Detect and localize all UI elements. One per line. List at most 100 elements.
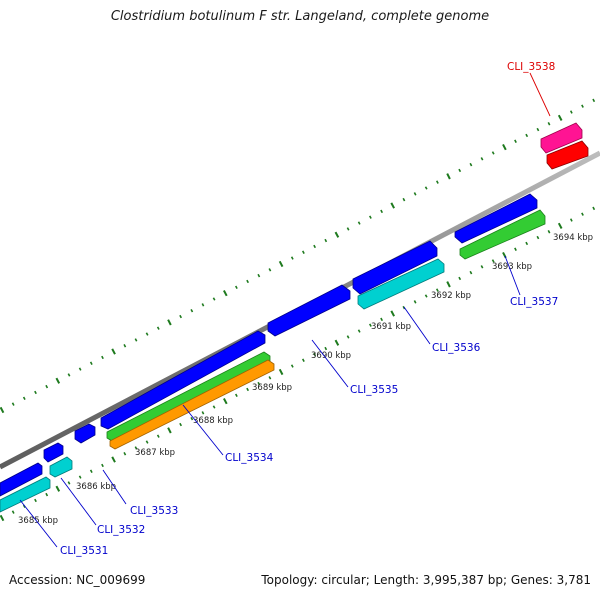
tick-mark <box>446 281 451 288</box>
tick-mark <box>301 358 305 362</box>
gene-label-cli-3535[interactable]: CLI_3535 <box>350 384 398 396</box>
tick-mark <box>268 268 272 272</box>
tick-mark <box>525 133 529 138</box>
gene-arrow[interactable] <box>100 330 266 430</box>
tick-mark <box>368 215 372 219</box>
tick-mark <box>424 186 428 190</box>
upper-strand-genes <box>0 122 583 497</box>
gene-arrow[interactable] <box>0 462 43 497</box>
gene-arrow-pink[interactable] <box>540 122 583 154</box>
tick-mark <box>592 206 596 211</box>
gene-arrow-cyan[interactable] <box>357 258 445 310</box>
tick-mark <box>257 381 261 386</box>
tick-mark <box>480 265 484 269</box>
tick-mark <box>22 396 26 400</box>
kbp-label: 3689 kbp <box>252 383 292 393</box>
tick-mark <box>234 285 238 289</box>
gene-arrow-green[interactable] <box>459 209 546 260</box>
tick-mark <box>324 238 328 243</box>
tick-mark <box>480 157 484 161</box>
leader-line <box>311 339 349 388</box>
gene-label-cli-3536[interactable]: CLI_3536 <box>432 342 481 354</box>
gene-arrow[interactable] <box>352 240 438 295</box>
tick-marks <box>0 98 596 522</box>
gene-label-cli-3538[interactable]: CLI_3538 <box>507 61 555 73</box>
tick-mark <box>413 192 417 196</box>
tick-mark <box>78 475 82 479</box>
map-title: Clostridium botulinum F str. Langeland, … <box>110 9 490 24</box>
gene-label-cli-3532[interactable]: CLI_3532 <box>97 524 145 536</box>
tick-mark <box>514 139 517 143</box>
leader-line <box>102 469 127 505</box>
tick-mark <box>145 440 149 444</box>
tick-mark <box>67 373 71 377</box>
gene-arrow-orange[interactable] <box>109 359 275 450</box>
kbp-label: 3688 kbp <box>193 416 233 426</box>
tick-mark <box>525 241 529 246</box>
tick-mark <box>536 127 540 132</box>
tick-mark <box>101 463 104 468</box>
tick-mark <box>536 235 540 240</box>
tick-mark <box>469 162 473 167</box>
leader-line <box>182 404 224 456</box>
tick-mark <box>201 303 205 307</box>
tick-mark <box>34 390 37 395</box>
gene-arrow[interactable] <box>43 442 64 463</box>
kbp-label: 3691 kbp <box>371 322 411 332</box>
gene-label-cli-3531[interactable]: CLI_3531 <box>60 545 108 557</box>
tick-mark <box>290 364 294 368</box>
tick-mark <box>402 305 406 310</box>
accession-label: Accession: NC_009699 <box>9 573 146 587</box>
tick-mark <box>101 355 104 360</box>
tick-mark <box>0 514 5 522</box>
tick-mark <box>123 452 127 456</box>
tick-mark <box>491 151 495 155</box>
tick-mark <box>34 498 37 503</box>
tick-mark <box>592 98 596 103</box>
tick-mark <box>223 398 228 405</box>
gene-arrow[interactable] <box>454 193 538 244</box>
tick-mark <box>435 288 439 292</box>
gene-label-leaders <box>19 72 551 548</box>
leader-line <box>19 499 58 548</box>
gene-arrow[interactable] <box>267 284 351 337</box>
tick-mark <box>123 344 127 348</box>
tick-mark <box>458 168 462 173</box>
tick-mark <box>0 406 5 414</box>
tick-mark <box>156 326 160 330</box>
tick-mark <box>55 485 61 492</box>
tick-mark <box>234 393 238 397</box>
tick-mark <box>346 335 350 339</box>
tick-mark <box>502 143 507 151</box>
tick-mark <box>569 110 573 114</box>
tick-mark <box>11 510 15 514</box>
gene-label-cli-3533[interactable]: CLI_3533 <box>130 505 178 517</box>
gene-arrow-cyan[interactable] <box>49 456 73 478</box>
tick-mark <box>514 247 517 251</box>
tick-mark <box>402 197 406 202</box>
gene-arrow-red[interactable] <box>546 140 589 170</box>
kbp-label: 3685 kbp <box>18 516 58 526</box>
tick-mark <box>167 319 172 326</box>
tick-mark <box>581 212 584 216</box>
tick-mark <box>313 352 317 357</box>
gene-label-cli-3537[interactable]: CLI_3537 <box>510 296 558 308</box>
gene-arrow-cyan[interactable] <box>0 476 51 513</box>
gene-label-cli-3534[interactable]: CLI_3534 <box>225 452 274 464</box>
tick-mark <box>212 405 216 409</box>
kbp-labels: 3685 kbp 3686 kbp 3687 kbp 3688 kbp 3689… <box>18 233 593 526</box>
tick-mark <box>390 202 395 209</box>
tick-mark <box>246 279 250 284</box>
tick-mark <box>179 314 183 319</box>
tick-mark <box>78 367 82 371</box>
leader-line <box>504 255 521 296</box>
tick-mark <box>424 294 428 298</box>
tick-mark <box>111 456 116 463</box>
tick-mark <box>268 376 272 380</box>
tick-mark <box>334 231 340 238</box>
gene-arrow[interactable] <box>74 423 96 444</box>
gene-labels: CLI_3531 CLI_3532 CLI_3533 CLI_3534 CLI_… <box>60 61 558 557</box>
tick-mark <box>547 230 551 234</box>
tick-mark <box>212 297 216 301</box>
